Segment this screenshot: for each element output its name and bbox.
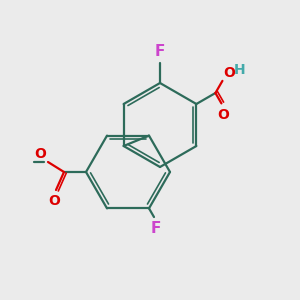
Text: F: F	[151, 221, 161, 236]
Text: O: O	[34, 147, 46, 161]
Text: O: O	[224, 66, 235, 80]
Text: O: O	[218, 108, 230, 122]
Text: O: O	[48, 194, 60, 208]
Text: F: F	[155, 44, 165, 59]
Text: H: H	[233, 63, 245, 77]
